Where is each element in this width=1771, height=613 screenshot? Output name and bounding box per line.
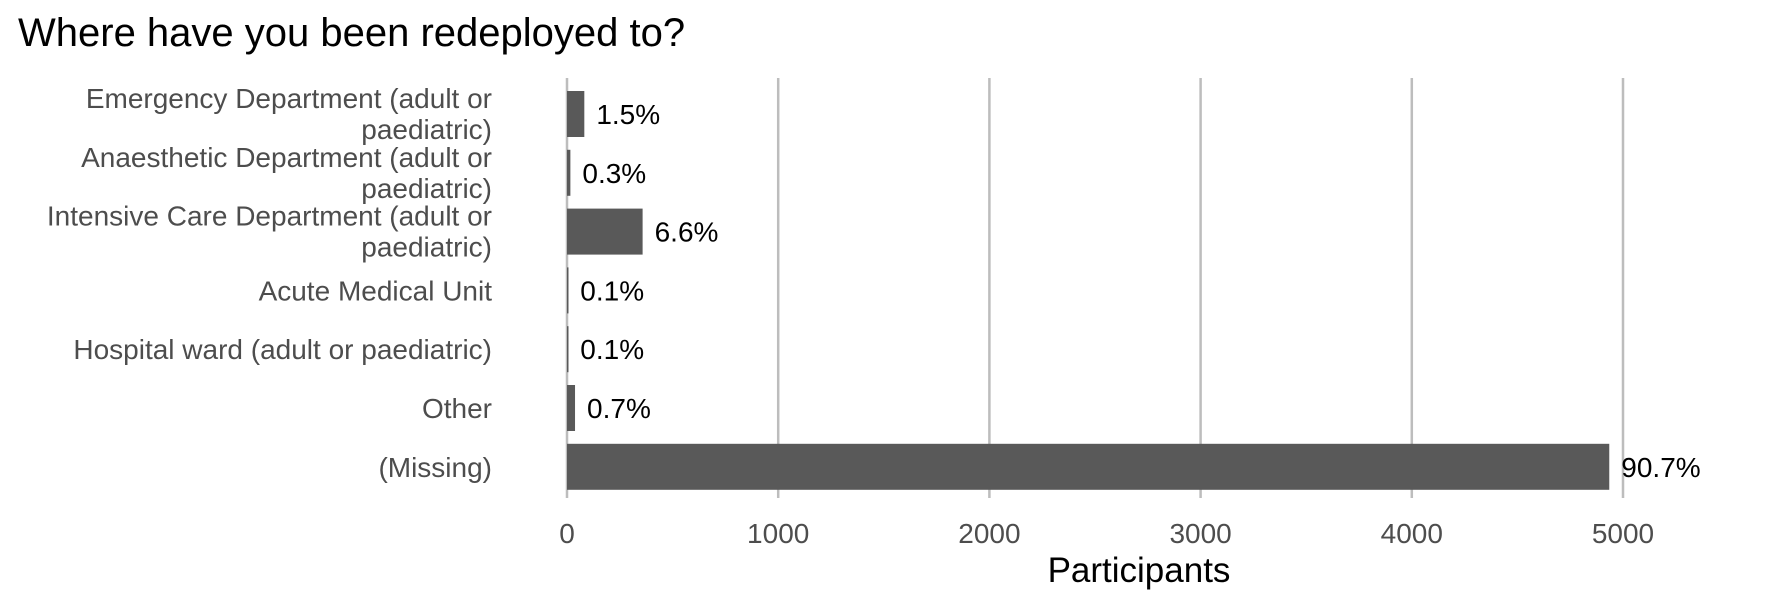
- category-label: Acute Medical Unit: [259, 275, 493, 306]
- bar-1: [567, 149, 571, 196]
- bars: [567, 91, 1610, 490]
- data-label: 0.3%: [582, 158, 646, 189]
- category-label: Anaesthetic Department (adult or: [81, 142, 492, 173]
- bar-6: [567, 443, 1610, 490]
- chart-title: Where have you been redeployed to?: [18, 11, 685, 55]
- bar-3: [567, 267, 569, 314]
- data-labels: 1.5% 0.3% 6.6% 0.1% 0.1% 0.7% 90.7%: [580, 99, 1700, 483]
- x-tick-label: 5000: [1592, 518, 1654, 549]
- data-label: 90.7%: [1621, 452, 1700, 483]
- data-label: 0.1%: [580, 334, 644, 365]
- x-tick-label: 0: [559, 518, 575, 549]
- bar-5: [567, 385, 576, 431]
- data-label: 1.5%: [596, 99, 660, 130]
- category-label: Emergency Department (adult or: [86, 83, 492, 114]
- category-labels: Emergency Department (adult orpaediatric…: [47, 83, 492, 483]
- data-label: 6.6%: [655, 217, 719, 248]
- x-tick-label: 3000: [1169, 518, 1231, 549]
- category-label: Intensive Care Department (adult or: [47, 201, 492, 232]
- x-tick-labels: 0 1000 2000 3000 4000 5000: [559, 518, 1654, 549]
- category-label: (Missing): [378, 452, 492, 483]
- x-tick-label: 1000: [747, 518, 809, 549]
- bar-4: [567, 326, 569, 373]
- bar-2: [567, 208, 643, 255]
- x-axis-title: Participants: [1048, 551, 1231, 590]
- data-label: 0.1%: [580, 275, 644, 306]
- data-label: 0.7%: [587, 393, 651, 424]
- x-tick-label: 4000: [1381, 518, 1443, 549]
- category-label: paediatric): [361, 232, 492, 263]
- bar-0: [567, 91, 585, 137]
- category-label: paediatric): [361, 114, 492, 145]
- x-tick-label: 2000: [958, 518, 1020, 549]
- category-label: Other: [422, 393, 492, 424]
- gridlines: [565, 78, 1625, 498]
- category-label: Hospital ward (adult or paediatric): [73, 334, 492, 365]
- category-label: paediatric): [361, 173, 492, 204]
